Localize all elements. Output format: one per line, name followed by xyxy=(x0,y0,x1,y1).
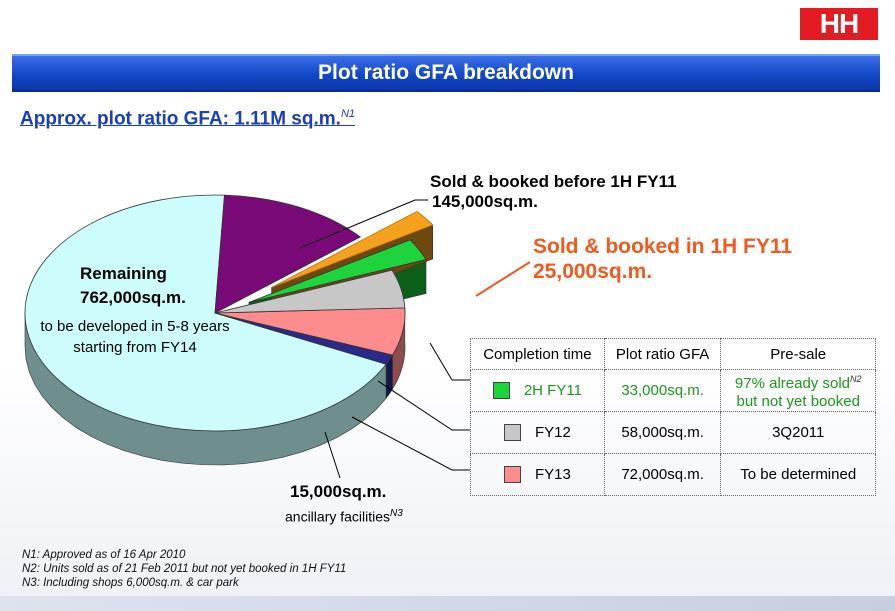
pie-slice-fy12 xyxy=(214,269,406,314)
bottom-bar xyxy=(0,596,895,611)
ancillary-label: ancillary facilitiesN3 xyxy=(285,508,403,525)
period-text: FY13 xyxy=(534,465,571,483)
period-cell: FY13 xyxy=(470,453,605,496)
footnotes: N1: Approved as of 16 Apr 2010 N2: Units… xyxy=(22,548,346,590)
gfa-cell: 33,000sq.m. xyxy=(603,369,722,412)
pie-slice-remaining xyxy=(24,194,387,432)
presale-line1: 97% already sold xyxy=(734,375,850,392)
presale-note: N2 xyxy=(850,374,862,384)
page-title: Plot ratio GFA breakdown xyxy=(12,54,880,92)
leader-fy13 xyxy=(351,416,470,471)
leader-fy12 xyxy=(377,380,470,431)
presale-cell: To be determined xyxy=(720,453,876,496)
presale-cell: 3Q2011 xyxy=(720,411,876,454)
header-completion-time: Completion time xyxy=(470,338,605,370)
swatch-fy13 xyxy=(503,466,521,484)
subtitle-note: N1 xyxy=(340,108,355,120)
leader-sold-1h xyxy=(475,261,531,297)
pie-slice-sold-booked-before-1h-fy11 xyxy=(214,194,362,314)
subtitle: Approx. plot ratio GFA: 1.11M sq.m.N1 xyxy=(20,108,355,130)
leader-2h-fy11 xyxy=(429,342,470,381)
ancillary-label-text: ancillary facilities xyxy=(285,508,391,525)
table-row: 2H FY11 33,000sq.m. 97% already soldN2 bu… xyxy=(470,369,876,412)
header-plot-ratio-gfa: Plot ratio GFA xyxy=(603,338,722,370)
remaining-note-label: to be developed in 5-8 years starting fr… xyxy=(40,318,230,356)
sold-1h-title-label: Sold & booked in 1H FY11 xyxy=(533,235,793,258)
presale-cell: 97% already soldN2 but not yet booked xyxy=(720,369,876,412)
leader-ancillary xyxy=(324,431,341,479)
remaining-value-label: 762,000sq.m. xyxy=(80,288,186,307)
leader-sold-before xyxy=(299,199,428,249)
pie-slice-2h-fy11 xyxy=(248,239,427,303)
subtitle-text: Approx. plot ratio GFA: 1.11M sq.m. xyxy=(20,108,341,130)
footnote-n1: N1: Approved as of 16 Apr 2010 xyxy=(22,549,186,561)
sold-before-value-label: 145,000sq.m. xyxy=(432,192,538,211)
remaining-title-label: Remaining xyxy=(80,264,167,283)
swatch-2h-fy11 xyxy=(492,382,510,400)
period-cell: 2H FY11 xyxy=(470,369,605,412)
period-cell: FY12 xyxy=(470,411,605,454)
table-row: FY13 72,000sq.m. To be determined xyxy=(470,453,876,496)
ancillary-note: N3 xyxy=(390,508,403,519)
footnote-n3: N3: Including shops 6,000sq.m. & car par… xyxy=(22,577,239,589)
swatch-fy12 xyxy=(503,424,521,442)
presale-line2: but not yet booked xyxy=(736,393,860,410)
period-text: 2H FY11 xyxy=(523,381,582,399)
sold-before-title-label: Sold & booked before 1H FY11 xyxy=(430,172,677,191)
completion-table: Completion time Plot ratio GFA Pre-sale … xyxy=(470,338,876,496)
header-pre-sale: Pre-sale xyxy=(720,338,876,370)
ancillary-value-label: 15,000sq.m. xyxy=(290,482,387,501)
pie-slice-sold-booked-in-1h-fy11 xyxy=(271,210,434,288)
gfa-cell: 58,000sq.m. xyxy=(603,411,722,454)
sold-1h-value-label: 25,000sq.m. xyxy=(533,260,653,283)
table-header-row: Completion time Plot ratio GFA Pre-sale xyxy=(470,338,876,370)
table-row: FY12 58,000sq.m. 3Q2011 xyxy=(470,411,876,454)
period-text: FY12 xyxy=(534,423,571,441)
footnote-n2: N2: Units sold as of 21 Feb 2011 but not… xyxy=(22,563,347,575)
gfa-cell: 72,000sq.m. xyxy=(603,453,722,496)
company-logo: HH xyxy=(800,8,878,40)
